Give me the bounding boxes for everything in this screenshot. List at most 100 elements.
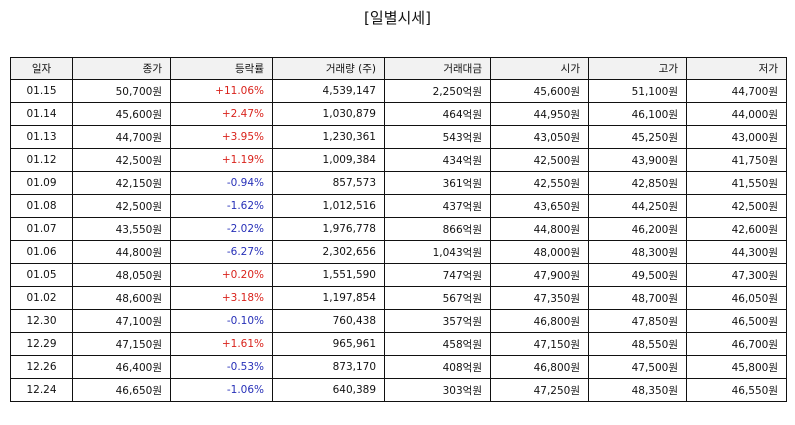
low-cell: 46,500원	[686, 309, 787, 333]
close-cell: 47,100원	[72, 309, 171, 333]
high-cell: 47,500원	[588, 355, 687, 379]
header-volume: 거래량 (주)	[272, 57, 385, 80]
open-cell: 43,650원	[490, 194, 589, 218]
close-cell: 42,150원	[72, 171, 171, 195]
close-cell: 48,600원	[72, 286, 171, 310]
date-cell: 12.29	[10, 332, 73, 356]
close-cell: 46,400원	[72, 355, 171, 379]
open-cell: 42,550원	[490, 171, 589, 195]
low-cell: 42,500원	[686, 194, 787, 218]
header-change-rate: 등락률	[170, 57, 273, 80]
table-row: 01.05 48,050원 +0.20% 1,551,590 747억원 47,900원 4…	[10, 263, 787, 287]
date-cell: 01.06	[10, 240, 73, 264]
date-cell: 12.26	[10, 355, 73, 379]
high-cell: 49,500원	[588, 263, 687, 287]
close-cell: 48,050원	[72, 263, 171, 287]
date-cell: 12.30	[10, 309, 73, 333]
date-cell: 01.14	[10, 102, 73, 126]
volume-cell: 965,961	[272, 332, 385, 356]
high-cell: 44,250원	[588, 194, 687, 218]
change-rate-cell: -1.62%	[170, 194, 273, 218]
table-row: 12.29 47,150원 +1.61% 965,961 458억원 47,150원 48,…	[10, 332, 787, 356]
header-date: 일자	[10, 57, 73, 80]
high-cell: 46,200원	[588, 217, 687, 241]
low-cell: 46,700원	[686, 332, 787, 356]
header-low: 저가	[686, 57, 787, 80]
daily-price-table: 일자 종가 등락률 거래량 (주) 거래대금 시가 고가 저가 01.15 50,…	[10, 57, 787, 402]
header-close: 종가	[72, 57, 171, 80]
high-cell: 48,300원	[588, 240, 687, 264]
trade-value-cell: 437억원	[384, 194, 491, 218]
close-cell: 44,700원	[72, 125, 171, 149]
page-title: [일별시세]	[364, 9, 431, 27]
change-rate-cell: +11.06%	[170, 79, 273, 103]
trade-value-cell: 747억원	[384, 263, 491, 287]
volume-cell: 640,389	[272, 378, 385, 402]
trade-value-cell: 567억원	[384, 286, 491, 310]
date-cell: 12.24	[10, 378, 73, 402]
open-cell: 45,600원	[490, 79, 589, 103]
table-row: 01.06 44,800원 -6.27% 2,302,656 1,043억원 48,000…	[10, 240, 787, 264]
table-row: 01.12 42,500원 +1.19% 1,009,384 434억원 42,500원 4…	[10, 148, 787, 172]
table-row: 01.09 42,150원 -0.94% 857,573 361억원 42,550원 42,…	[10, 171, 787, 195]
trade-value-cell: 1,043억원	[384, 240, 491, 264]
open-cell: 43,050원	[490, 125, 589, 149]
table-row: 12.30 47,100원 -0.10% 760,438 357억원 46,800원 47,…	[10, 309, 787, 333]
date-cell: 01.12	[10, 148, 73, 172]
low-cell: 42,600원	[686, 217, 787, 241]
change-rate-cell: +3.18%	[170, 286, 273, 310]
trade-value-cell: 866억원	[384, 217, 491, 241]
low-cell: 47,300원	[686, 263, 787, 287]
date-cell: 01.09	[10, 171, 73, 195]
date-cell: 01.08	[10, 194, 73, 218]
table-row: 12.26 46,400원 -0.53% 873,170 408억원 46,800원 47,…	[10, 355, 787, 379]
volume-cell: 857,573	[272, 171, 385, 195]
table-row: 01.07 43,550원 -2.02% 1,976,778 866억원 44,800원 4…	[10, 217, 787, 241]
close-cell: 42,500원	[72, 148, 171, 172]
open-cell: 47,350원	[490, 286, 589, 310]
volume-cell: 1,197,854	[272, 286, 385, 310]
trade-value-cell: 434억원	[384, 148, 491, 172]
open-cell: 46,800원	[490, 309, 589, 333]
table-row: 01.08 42,500원 -1.62% 1,012,516 437억원 43,650원 4…	[10, 194, 787, 218]
open-cell: 48,000원	[490, 240, 589, 264]
high-cell: 51,100원	[588, 79, 687, 103]
trade-value-cell: 458억원	[384, 332, 491, 356]
low-cell: 43,000원	[686, 125, 787, 149]
change-rate-cell: -6.27%	[170, 240, 273, 264]
volume-cell: 1,030,879	[272, 102, 385, 126]
volume-cell: 873,170	[272, 355, 385, 379]
volume-cell: 760,438	[272, 309, 385, 333]
table-row: 01.15 50,700원 +11.06% 4,539,147 2,250억원 45,60…	[10, 79, 787, 103]
trade-value-cell: 408억원	[384, 355, 491, 379]
volume-cell: 1,230,361	[272, 125, 385, 149]
table-header-row: 일자 종가 등락률 거래량 (주) 거래대금 시가 고가 저가	[10, 57, 787, 80]
high-cell: 48,550원	[588, 332, 687, 356]
header-trade-value: 거래대금	[384, 57, 491, 80]
low-cell: 46,050원	[686, 286, 787, 310]
open-cell: 47,150원	[490, 332, 589, 356]
low-cell: 44,300원	[686, 240, 787, 264]
volume-cell: 1,009,384	[272, 148, 385, 172]
high-cell: 47,850원	[588, 309, 687, 333]
low-cell: 44,700원	[686, 79, 787, 103]
change-rate-cell: +0.20%	[170, 263, 273, 287]
close-cell: 44,800원	[72, 240, 171, 264]
open-cell: 46,800원	[490, 355, 589, 379]
date-cell: 01.13	[10, 125, 73, 149]
date-cell: 01.02	[10, 286, 73, 310]
close-cell: 42,500원	[72, 194, 171, 218]
open-cell: 47,900원	[490, 263, 589, 287]
date-cell: 01.07	[10, 217, 73, 241]
volume-cell: 4,539,147	[272, 79, 385, 103]
trade-value-cell: 303억원	[384, 378, 491, 402]
open-cell: 42,500원	[490, 148, 589, 172]
open-cell: 47,250원	[490, 378, 589, 402]
header-open: 시가	[490, 57, 589, 80]
change-rate-cell: -2.02%	[170, 217, 273, 241]
close-cell: 50,700원	[72, 79, 171, 103]
trade-value-cell: 357억원	[384, 309, 491, 333]
trade-value-cell: 361억원	[384, 171, 491, 195]
change-rate-cell: -0.53%	[170, 355, 273, 379]
table-row: 01.02 48,600원 +3.18% 1,197,854 567억원 47,350원 4…	[10, 286, 787, 310]
